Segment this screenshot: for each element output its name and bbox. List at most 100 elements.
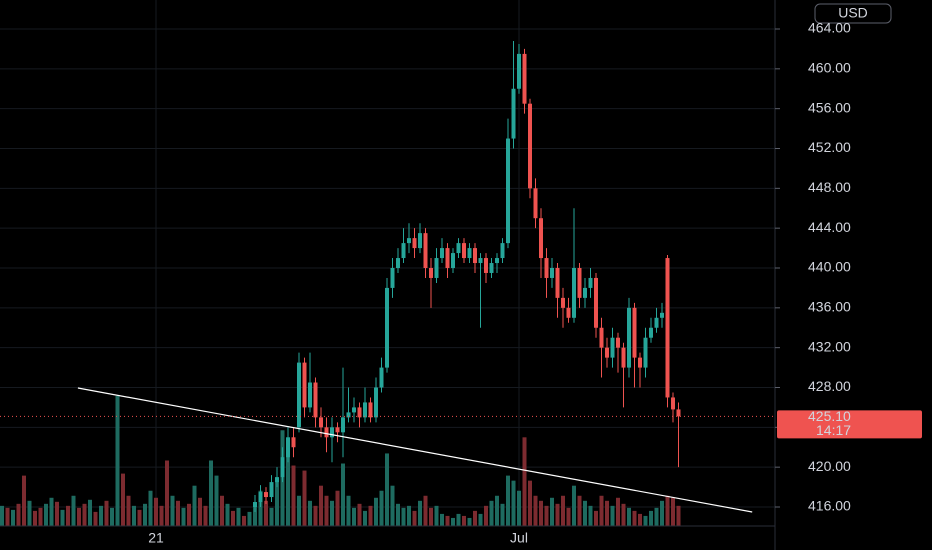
candle-body: [660, 312, 664, 318]
volume-bar: [412, 510, 417, 526]
candle-body: [418, 233, 422, 249]
volume-bar: [324, 495, 329, 526]
volume-bar: [594, 510, 598, 526]
candle-body: [434, 258, 439, 278]
volume-bar: [660, 500, 664, 526]
candle-body: [528, 103, 532, 189]
candle-body: [429, 268, 433, 278]
candle-body: [280, 457, 285, 478]
candle-body: [313, 382, 318, 418]
candle-body: [599, 327, 604, 348]
volume-bar: [467, 517, 472, 526]
volume-bar: [528, 480, 532, 526]
trendline: [77, 387, 753, 513]
candle-body: [467, 248, 472, 259]
volume-bar: [198, 497, 202, 526]
candle-body: [346, 412, 351, 418]
volume-bar: [22, 475, 26, 526]
volume-bar: [104, 500, 109, 526]
volume-bar: [489, 500, 494, 526]
volume-bar: [676, 505, 681, 526]
candle-body: [462, 243, 466, 259]
volume-bar: [385, 453, 389, 526]
candle-body: [506, 138, 510, 244]
volume-bar: [258, 490, 263, 526]
volume-bar: [572, 485, 576, 526]
volume-bar: [121, 473, 125, 526]
volume-bar: [187, 503, 191, 526]
candle-body: [550, 268, 554, 278]
volume-bar: [544, 505, 549, 526]
currency-label[interactable]: USD: [838, 5, 868, 21]
candle-body: [478, 258, 483, 264]
candle-body: [264, 492, 268, 498]
volume-bar: [137, 509, 142, 526]
volume-bar: [159, 505, 164, 526]
volume-bar: [5, 507, 10, 526]
volume-bar: [638, 513, 642, 526]
candle-body: [511, 88, 516, 139]
volume-bar: [192, 485, 197, 526]
volume-bar: [506, 475, 510, 526]
candle-body: [484, 258, 488, 273]
volume-bar: [511, 480, 516, 526]
candle-body: [500, 243, 505, 259]
volume-bar: [566, 507, 571, 526]
last-price-badge: [777, 410, 922, 439]
candle-body: [451, 253, 455, 268]
volume-bar: [203, 505, 208, 526]
y-tick-label: 432.00: [808, 338, 851, 354]
volume-bar: [500, 503, 505, 526]
volume-bar: [231, 510, 235, 526]
candle-body: [616, 337, 620, 348]
volume-bar: [99, 505, 103, 526]
candle-body: [594, 277, 598, 328]
y-tick-label: 440.00: [808, 259, 851, 275]
volume-bar: [610, 505, 615, 526]
volume-bar: [214, 475, 219, 526]
volume-bar: [247, 511, 252, 526]
candle-body: [610, 337, 615, 358]
candle-body: [489, 263, 494, 273]
volume-bar: [66, 505, 70, 526]
volume-bar: [627, 507, 631, 526]
volume-bar: [143, 503, 147, 526]
y-tick-label: 460.00: [808, 60, 851, 76]
volume-bar: [236, 507, 241, 526]
volume-bar: [621, 503, 626, 526]
volume-bar: [176, 500, 180, 526]
volume-bar: [407, 505, 411, 526]
candle-body: [676, 409, 681, 417]
candle-body: [555, 268, 560, 298]
y-tick-label: 452.00: [808, 139, 851, 155]
volume-bar: [77, 507, 81, 526]
currency-box[interactable]: [814, 3, 892, 24]
candle-body: [649, 327, 653, 338]
volume-bar: [110, 507, 114, 526]
volume-bar: [451, 517, 455, 526]
candle-body: [379, 367, 384, 388]
volume-bar: [517, 490, 521, 526]
volume-bar: [484, 505, 488, 526]
y-tick-label: 436.00: [808, 299, 851, 315]
volume-bar: [308, 500, 312, 526]
volume-bar: [55, 501, 59, 526]
candle-body: [291, 437, 296, 448]
volume-bar: [495, 495, 499, 526]
volume-bar: [16, 503, 21, 526]
candle-body: [588, 277, 593, 288]
volume-bar: [44, 503, 48, 526]
candle-body: [627, 307, 631, 368]
volume-bar: [539, 500, 543, 526]
volume-bar: [368, 505, 373, 526]
volume-bar: [550, 497, 554, 526]
volume-bar: [445, 515, 450, 526]
volume-bar: [302, 470, 307, 526]
candle-body: [671, 397, 675, 410]
candle-body: [583, 287, 587, 298]
volume-bar: [352, 507, 356, 526]
volume-bar: [379, 490, 384, 526]
volume-bar: [225, 503, 230, 526]
volume-bar: [649, 510, 653, 526]
candle-body: [335, 427, 340, 433]
